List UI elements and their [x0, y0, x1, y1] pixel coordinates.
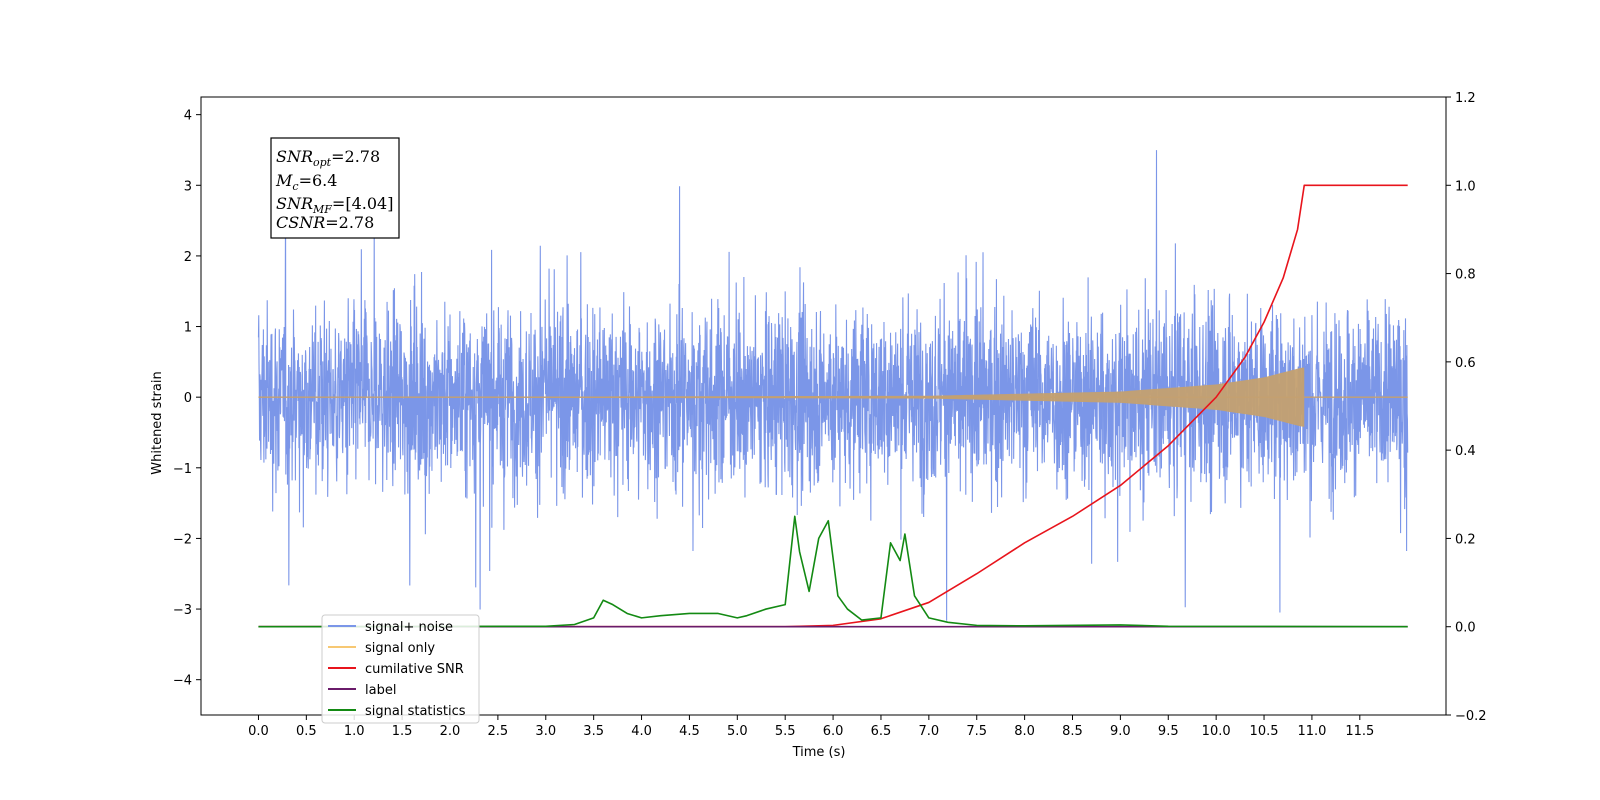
y2-tick-label: 0.6	[1455, 356, 1476, 371]
legend-label-label: label	[365, 683, 396, 698]
x-axis-label: Time (s)	[792, 745, 846, 760]
x-tick-label: 1.0	[344, 724, 365, 739]
legend-label-signal-statistics: signal statistics	[365, 704, 466, 719]
y-tick-label: −2	[173, 532, 192, 547]
x-tick-label: 1.5	[392, 724, 413, 739]
y2-tick-label: 1.2	[1455, 91, 1476, 106]
x-tick-label: 2.5	[488, 724, 509, 739]
series-cumulative-snr	[258, 184, 1408, 628]
annotation-snr-mf: SNRMF=[4.04]	[276, 194, 393, 216]
x-tick-label: 3.0	[535, 724, 556, 739]
legend-label-signal-noise: signal+ noise	[365, 620, 453, 635]
x-tick-label: 5.0	[727, 724, 748, 739]
y-tick-label: 3	[184, 179, 192, 194]
x-tick-label: 9.5	[1158, 724, 1179, 739]
y2-tick-label: 0.2	[1455, 532, 1476, 547]
y-tick-label: 0	[184, 391, 192, 406]
legend-label-cumulative-snr: cumilative SNR	[365, 662, 464, 677]
series-signal-statistics	[258, 515, 1408, 628]
plot-area	[257, 150, 1409, 628]
axes: 0.0 0.5 1.0 1.5 2.0 2.5 3.0 3.5 4.0 4.5 5.0 5.5 6.0 6…	[173, 91, 1487, 739]
x-tick-label: 11.5	[1345, 724, 1374, 739]
x-tick-label: 10.0	[1202, 724, 1231, 739]
x-tick-label: 6.0	[823, 724, 844, 739]
x-tick-label: 8.5	[1062, 724, 1083, 739]
y-tick-label: −3	[173, 603, 192, 618]
y-tick-label: −1	[173, 462, 192, 477]
y2-tick-label: 0.4	[1455, 444, 1476, 459]
y-tick-label: 4	[184, 109, 192, 124]
x-tick-label: 3.5	[583, 724, 604, 739]
y-axis-label: Whitened strain	[150, 371, 165, 474]
x-tick-label: 0.0	[248, 724, 269, 739]
x-tick-label: 7.0	[919, 724, 940, 739]
x-tick-label: 0.5	[296, 724, 317, 739]
annotation-snr-opt: SNRopt=2.78	[276, 147, 380, 169]
plot-frame	[200, 96, 1447, 716]
annotation-box: SNRopt=2.78 Mc=6.4 SNRMF=[4.04] CSNR=2.7…	[270, 137, 400, 239]
legend: signal+ noise signal only cumilative SNR…	[321, 614, 480, 724]
annotation-csnr: CSNR=2.78	[276, 213, 374, 232]
legend-label-signal-only: signal only	[365, 641, 435, 656]
x-tick-label: 9.0	[1110, 724, 1131, 739]
x-tick-label: 8.0	[1014, 724, 1035, 739]
x-tick-label: 6.5	[871, 724, 892, 739]
y2-tick-label: 1.0	[1455, 179, 1476, 194]
y-tick-label: −4	[173, 674, 192, 689]
y2-tick-label: −0.2	[1455, 709, 1487, 724]
x-tick-label: 7.5	[966, 724, 987, 739]
annotation-chirp-mass: Mc=6.4	[275, 171, 337, 193]
x-tick-label: 2.0	[440, 724, 461, 739]
x-tick-label: 10.5	[1250, 724, 1279, 739]
y-tick-label: 2	[184, 250, 192, 265]
x-tick-label: 4.5	[679, 724, 700, 739]
y-tick-label: 1	[184, 321, 192, 336]
y2-tick-label: 0.0	[1455, 621, 1476, 636]
x-tick-label: 5.5	[775, 724, 796, 739]
x-tick-label: 4.0	[631, 724, 652, 739]
x-tick-label: 11.0	[1297, 724, 1326, 739]
y2-tick-label: 0.8	[1455, 268, 1476, 283]
